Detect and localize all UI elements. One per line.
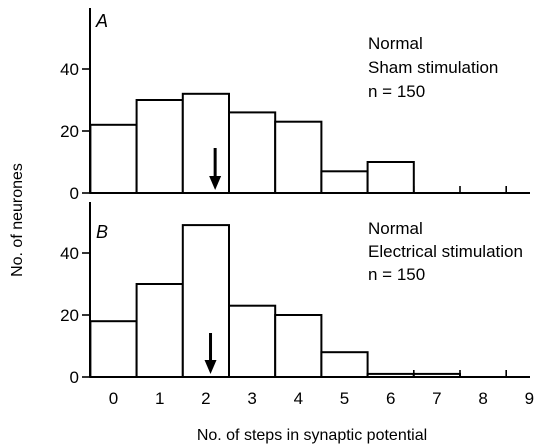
x-tick-label-3: 3 xyxy=(247,389,256,408)
x-tick-label-8: 8 xyxy=(478,389,487,408)
panel-a-bars xyxy=(89,92,415,195)
x-tick-label-1: 1 xyxy=(155,389,164,408)
panel-a-bar-3 xyxy=(228,111,277,194)
panel-a-bar-4 xyxy=(274,120,323,194)
panel-a-legend-line-1: Normal xyxy=(368,34,423,53)
panel-b-bar-2 xyxy=(181,224,231,378)
panel-a-legend-line-2: Sham stimulation xyxy=(368,58,498,77)
panel-a-legend-line-3: n = 150 xyxy=(368,82,425,101)
panel-b: B Normal Electrical stimulation n = 150 … xyxy=(60,202,534,408)
panel-b-bar-6 xyxy=(366,372,415,378)
panel-a-y-tick-label: 0 xyxy=(70,184,79,203)
panel-a-y-ticks: 0 20 40 xyxy=(60,60,90,203)
panel-a-bar-2 xyxy=(181,92,231,194)
panel-b-bar-3 xyxy=(228,304,277,379)
panel-b-bar-0 xyxy=(89,320,138,379)
panel-a-bar-0 xyxy=(89,123,138,194)
x-axis-ticks: 0 1 2 3 4 5 6 7 8 9 xyxy=(109,389,534,408)
panel-a: A Normal Sham stimulation n = 150 0 20 40 xyxy=(60,8,530,203)
panel-a-y-tick-label: 20 xyxy=(60,122,79,141)
panel-a-y-tick-label: 40 xyxy=(60,60,79,79)
panel-b-y-tick-label: 20 xyxy=(60,306,79,325)
x-axis-title: No. of steps in synaptic potential xyxy=(197,427,427,444)
panel-a-bar-5 xyxy=(320,170,369,195)
y-axis-title: No. of neurones xyxy=(9,163,26,277)
x-tick-label-5: 5 xyxy=(340,389,349,408)
panel-b-legend-line-2: Electrical stimulation xyxy=(368,242,523,261)
panel-b-bar-1 xyxy=(135,283,184,378)
x-tick-label-4: 4 xyxy=(294,389,303,408)
panel-b-y-ticks: 0 20 40 xyxy=(60,244,90,387)
panel-a-letter: A xyxy=(95,11,108,31)
x-tick-label-9: 9 xyxy=(525,389,534,408)
panel-b-bar-5 xyxy=(320,351,369,379)
panel-a-bar-1 xyxy=(135,99,184,194)
panel-b-bar-4 xyxy=(274,314,323,378)
x-tick-label-6: 6 xyxy=(386,389,395,408)
panel-b-y-tick-label: 40 xyxy=(60,244,79,263)
panel-b-bar-7 xyxy=(412,372,461,378)
panel-b-median-arrow xyxy=(204,333,217,374)
panel-b-arrow-head xyxy=(204,360,217,374)
x-tick-label-0: 0 xyxy=(109,389,118,408)
panel-b-legend-line-3: n = 150 xyxy=(368,265,425,284)
x-tick-label-7: 7 xyxy=(432,389,441,408)
panel-a-arrow-head xyxy=(209,176,222,190)
panel-a-median-arrow xyxy=(209,148,222,190)
panel-b-y-tick-label: 0 xyxy=(70,368,79,387)
panel-b-letter: B xyxy=(96,222,108,242)
panel-b-bars xyxy=(89,224,461,379)
panel-b-legend-line-1: Normal xyxy=(368,219,423,238)
panel-a-bar-6 xyxy=(366,161,415,194)
x-tick-label-2: 2 xyxy=(201,389,210,408)
